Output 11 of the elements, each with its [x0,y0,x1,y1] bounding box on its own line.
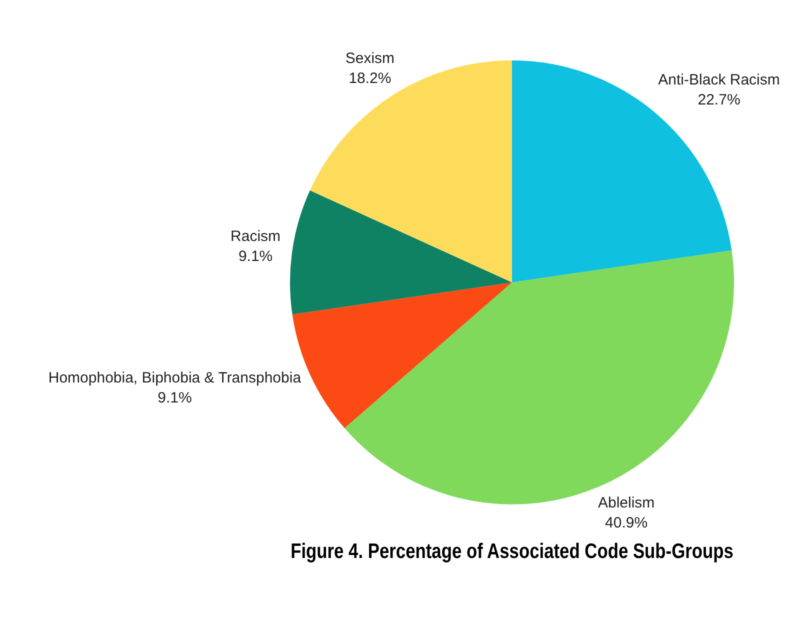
slice-label: Homophobia, Biphobia & Transphobia [48,370,302,387]
slice-label: Racism [230,228,281,245]
data-label: 18.2% [348,70,392,87]
slice-label: Anti-Black Racism [658,71,780,88]
data-label: 40.9% [605,514,648,532]
slice-label: Sexism [345,50,395,67]
data-label: 22.7% [698,91,740,108]
data-label: 9.1% [238,248,273,265]
slice-label: Ablelism [598,494,655,512]
text: Figure 4. Percentage of Associated Code Sub-Groups [290,540,734,564]
data-label: 9.1% [158,390,192,407]
